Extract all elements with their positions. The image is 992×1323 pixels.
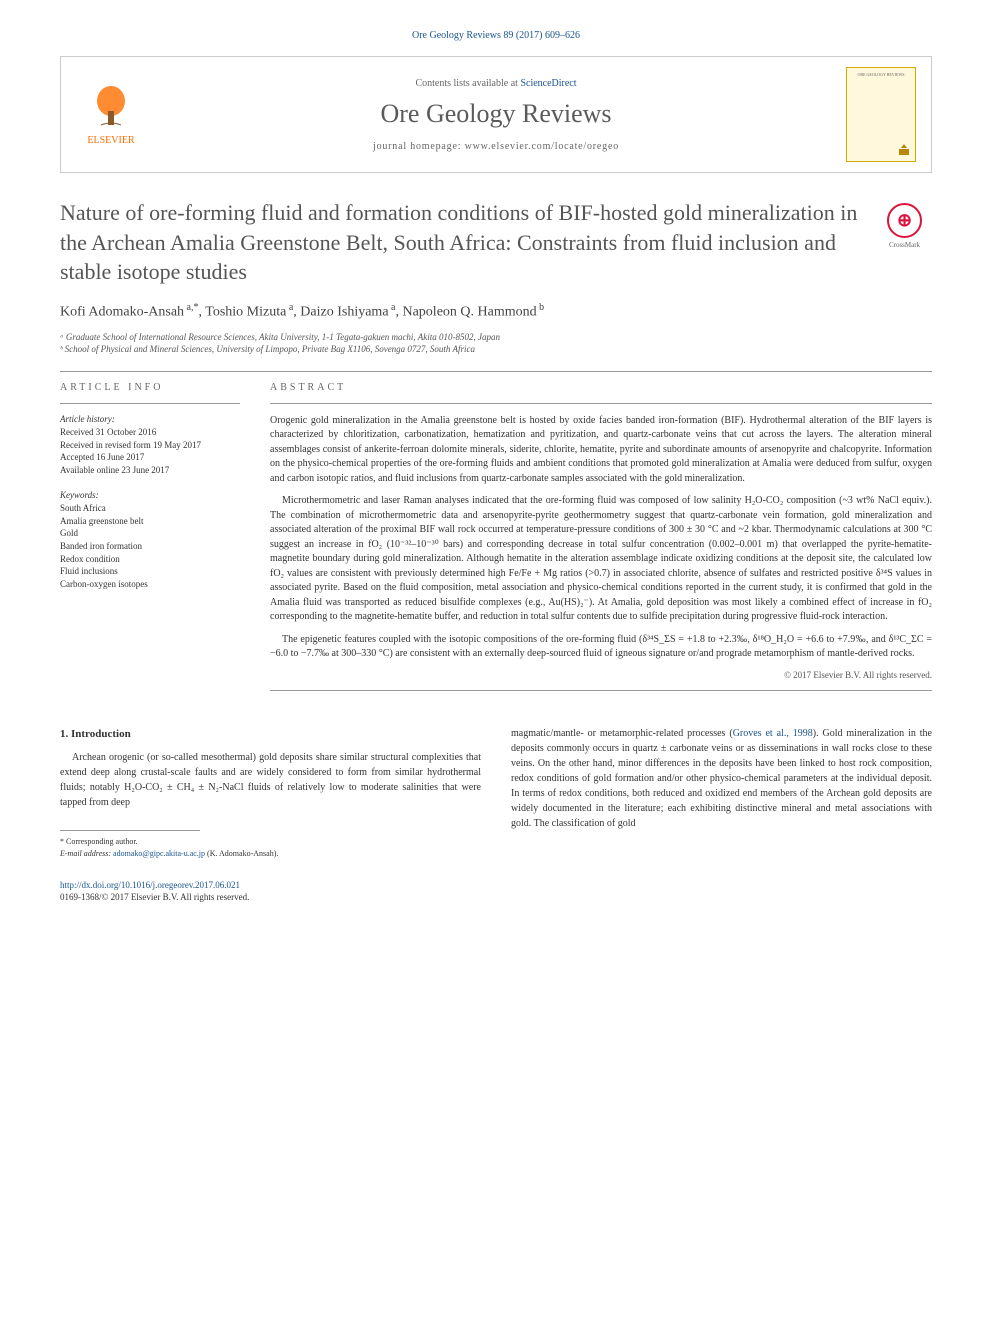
keyword-item: Banded iron formation <box>60 540 240 553</box>
publisher-name: ELSEVIER <box>87 135 134 146</box>
abstract-paragraph: Orogenic gold mineralization in the Amal… <box>270 414 932 487</box>
author: , Daizo Ishiyama <box>293 305 388 320</box>
keyword-item: Amalia greenstone belt <box>60 515 240 528</box>
homepage-url[interactable]: www.elsevier.com/locate/oregeo <box>465 141 619 152</box>
issn-copyright-line: 0169-1368/© 2017 Elsevier B.V. All right… <box>60 891 932 904</box>
homepage-prefix: journal homepage: <box>373 141 465 152</box>
history-item: Received 31 October 2016 <box>60 426 240 439</box>
intro-heading: 1. Introduction <box>60 726 481 743</box>
history-label: Article history: <box>60 414 240 424</box>
abstract-bottom-divider <box>270 690 932 691</box>
keyword-item: Carbon-oxygen isotopes <box>60 578 240 591</box>
abstract-heading: ABSTRACT <box>270 382 932 393</box>
corr-author-label: * Corresponding author. <box>60 836 481 847</box>
keyword-item: South Africa <box>60 502 240 515</box>
crossmark-label: CrossMark <box>889 241 920 250</box>
sciencedirect-link[interactable]: ScienceDirect <box>520 78 576 89</box>
abstract-copyright: © 2017 Elsevier B.V. All rights reserved… <box>270 670 932 680</box>
publisher-logo: ELSEVIER <box>76 83 146 146</box>
author: , Napoleon Q. Hammond <box>395 305 536 320</box>
info-divider-1 <box>60 403 240 404</box>
keywords-label: Keywords: <box>60 490 240 500</box>
article-info-sidebar: ARTICLE INFO Article history: Received 3… <box>60 382 240 701</box>
col2-post: ). Gold mineralization in the deposits c… <box>511 728 932 829</box>
crossmark-badge[interactable]: ⊕ CrossMark <box>877 203 932 258</box>
history-item: Available online 23 June 2017 <box>60 464 240 477</box>
contents-prefix: Contents lists available at <box>415 78 520 89</box>
intro-para-1-cont: magmatic/mantle- or metamorphic-related … <box>511 726 932 831</box>
abstract-paragraph: Microthermometric and laser Raman analys… <box>270 494 932 625</box>
body-text: 1. Introduction Archean orogenic (or so-… <box>60 726 932 859</box>
email-suffix: (K. Adomako-Ansah). <box>205 849 278 858</box>
elsevier-tree-icon <box>86 83 136 133</box>
author: Kofi Adomako-Ansah <box>60 305 184 320</box>
journal-title: Ore Geology Reviews <box>146 99 846 129</box>
cover-title: ORE GEOLOGY REVIEWS <box>851 72 911 77</box>
contents-available-line: Contents lists available at ScienceDirec… <box>146 78 846 89</box>
page-footer: http://dx.doi.org/10.1016/j.oregeorev.20… <box>60 879 932 904</box>
col2-pre: magmatic/mantle- or metamorphic-related … <box>511 728 733 739</box>
intro-para-1: Archean orogenic (or so-called mesotherm… <box>60 750 481 810</box>
abstract-paragraph: The epigenetic features coupled with the… <box>270 633 932 662</box>
author-affiliation-mark: a,* <box>184 302 198 313</box>
affiliation-line: ᵃ Graduate School of International Resou… <box>60 331 932 344</box>
journal-cover-thumbnail: ORE GEOLOGY REVIEWS <box>846 67 916 162</box>
email-label: E-mail address: <box>60 849 113 858</box>
article-info-heading: ARTICLE INFO <box>60 382 240 393</box>
abstract-divider <box>270 403 932 404</box>
journal-header: ELSEVIER Contents lists available at Sci… <box>60 56 932 173</box>
title-text: Nature of ore-forming fluid and formatio… <box>60 200 857 284</box>
keyword-item: Fluid inclusions <box>60 565 240 578</box>
corresponding-author-footnote: * Corresponding author. E-mail address: … <box>60 836 481 858</box>
author: , Toshio Mizuta <box>199 305 287 320</box>
footnote-divider <box>60 830 200 831</box>
journal-homepage-line: journal homepage: www.elsevier.com/locat… <box>146 141 846 152</box>
crossmark-icon: ⊕ <box>887 203 922 238</box>
keyword-item: Gold <box>60 527 240 540</box>
affiliation-line: ᵇ School of Physical and Mineral Science… <box>60 343 932 356</box>
top-divider <box>60 371 932 372</box>
abstract-column: ABSTRACT Orogenic gold mineralization in… <box>270 382 932 701</box>
history-item: Received in revised form 19 May 2017 <box>60 439 240 452</box>
cover-icon <box>897 143 911 157</box>
authors-line: Kofi Adomako-Ansah a,*, Toshio Mizuta a,… <box>60 302 932 321</box>
article-title: Nature of ore-forming fluid and formatio… <box>60 198 932 287</box>
doi-link[interactable]: http://dx.doi.org/10.1016/j.oregeorev.20… <box>60 879 932 892</box>
history-item: Accepted 16 June 2017 <box>60 451 240 464</box>
body-column-right: magmatic/mantle- or metamorphic-related … <box>511 726 932 859</box>
keyword-item: Redox condition <box>60 553 240 566</box>
citation-line: Ore Geology Reviews 89 (2017) 609–626 <box>60 30 932 41</box>
abstract-text: Orogenic gold mineralization in the Amal… <box>270 414 932 662</box>
affiliations: ᵃ Graduate School of International Resou… <box>60 331 932 356</box>
author-email[interactable]: adomako@gipc.akita-u.ac.jp <box>113 849 205 858</box>
author-affiliation-mark: b <box>537 302 545 313</box>
citation-groves-1998[interactable]: Groves et al., 1998 <box>733 728 813 739</box>
body-column-left: 1. Introduction Archean orogenic (or so-… <box>60 726 481 859</box>
